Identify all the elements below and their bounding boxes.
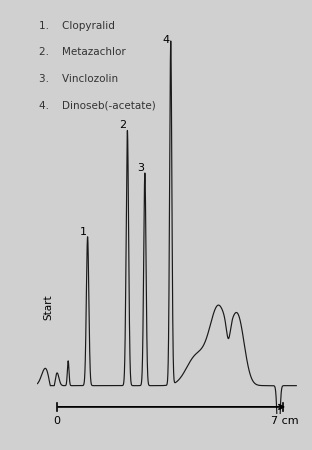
Text: 7 cm: 7 cm xyxy=(271,416,299,426)
Text: 0: 0 xyxy=(53,416,60,426)
Text: 3: 3 xyxy=(137,163,144,173)
Text: 4: 4 xyxy=(163,36,170,45)
Text: 4.    Dinoseb(-acetate): 4. Dinoseb(-acetate) xyxy=(39,100,156,110)
Text: 1: 1 xyxy=(80,227,87,237)
Text: 2: 2 xyxy=(119,121,127,130)
Text: 3.    Vinclozolin: 3. Vinclozolin xyxy=(39,74,118,84)
Text: Start: Start xyxy=(43,295,53,320)
Text: 2.    Metazachlor: 2. Metazachlor xyxy=(39,47,126,57)
Text: 1.    Clopyralid: 1. Clopyralid xyxy=(39,21,115,31)
